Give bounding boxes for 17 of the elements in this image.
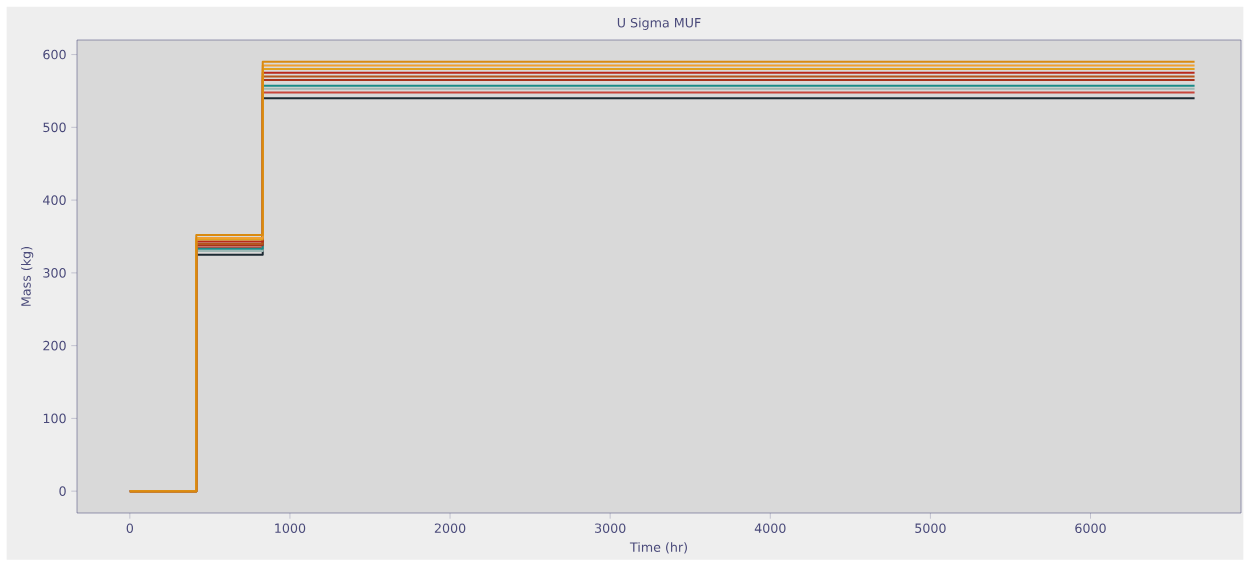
- x-tick-label: 4000: [754, 523, 786, 533]
- y-tick-label: 400: [43, 195, 66, 205]
- y-axis-title: Mass (kg): [21, 247, 34, 306]
- x-tick-label: 3000: [595, 523, 626, 533]
- x-tick-label: 6000: [1075, 523, 1106, 533]
- y-tick-label: 600: [43, 49, 66, 60]
- y-tick-label: 200: [43, 340, 66, 351]
- x-tick-label: 0: [126, 523, 134, 533]
- x-axis-title: Time (hr): [629, 542, 687, 554]
- y-tick-label: 100: [43, 413, 66, 424]
- x-tick-label: 1000: [275, 523, 306, 533]
- x-tick-label: 5000: [915, 523, 946, 533]
- y-tick-label: 0: [59, 486, 66, 496]
- chart-title: U Sigma MUF: [617, 17, 701, 30]
- y-tick-label: 300: [43, 268, 66, 278]
- y-tick-label: 500: [43, 122, 66, 133]
- x-tick-label: 2000: [434, 523, 466, 533]
